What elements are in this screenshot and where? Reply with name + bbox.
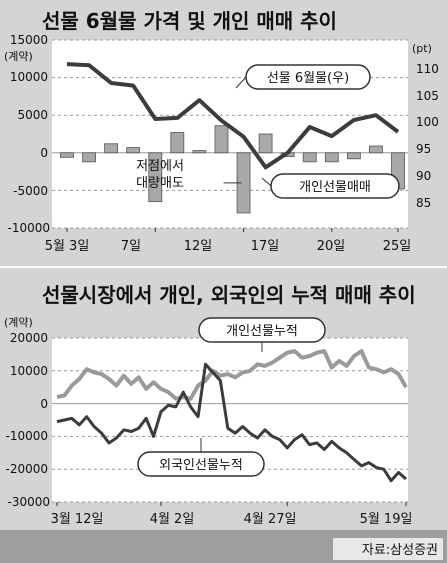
bar-individual-trade <box>148 152 163 203</box>
bar-individual-trade <box>302 152 317 163</box>
line-foreign-cumulative <box>56 362 407 483</box>
chart-1-left-unit: (계약) <box>4 49 33 63</box>
chart-1-x-tick: 7일 <box>121 239 141 254</box>
chart-1-left-tick: -10000 <box>7 221 50 235</box>
bar-individual-trade <box>258 133 273 154</box>
chart-2-x-tick: 5월 19일 <box>360 512 413 527</box>
chart-1-left-tick: 5000 <box>17 108 48 122</box>
bar-individual-trade <box>346 152 361 160</box>
annotation-text-2: 대량매도 <box>136 176 184 191</box>
chart-2-x-tick: 3월 12일 <box>51 512 104 527</box>
chart-1-x-tick: 12일 <box>184 239 213 254</box>
source-label-box <box>333 538 443 560</box>
legend-individual-trade-leader <box>261 177 272 187</box>
legend-individual-cumulative-text: 개인선물누적 <box>226 324 298 339</box>
bar-individual-trade <box>369 145 383 154</box>
source-label: 자료:삼성증권 <box>362 543 438 558</box>
annotation-text: 저점에서 <box>136 159 184 174</box>
bar-individual-trade <box>82 152 96 163</box>
line-individual-cumulative <box>56 349 408 401</box>
bar-individual-trade <box>324 152 339 163</box>
chart-2-title: 선물시장에서 개인, 외국인의 누적 매매 추이 <box>42 283 416 307</box>
bar-individual-trade <box>126 147 141 154</box>
chart-2-y-tick: 20000 <box>10 331 48 345</box>
chart-1-title: 선물 6월물 가격 및 개인 매매 추이 <box>42 9 337 33</box>
chart-2-y-tick: 0 <box>40 397 48 411</box>
chart-1-left-tick: 10000 <box>10 70 48 84</box>
chart-1-left-tick: -5000 <box>13 184 48 198</box>
chart-2-y-tick: -10000 <box>5 429 48 443</box>
chart-2-y-tick: -20000 <box>5 462 48 476</box>
chart-1-left-tick: 15000 <box>10 33 48 47</box>
chart-1-x-tick: 25일 <box>383 239 412 254</box>
bar-individual-trade <box>104 143 119 154</box>
chart-2-y-tick: -30000 <box>7 495 50 509</box>
line-futures-june <box>66 62 400 170</box>
bar-individual-trade <box>192 150 207 154</box>
legend-individual-trade-text: 개인선물매매 <box>299 180 371 195</box>
chart-2-y-tick: 10000 <box>10 364 48 378</box>
chart-1-left-tick: 0 <box>40 146 48 160</box>
legend-futures-june-leader <box>235 76 247 89</box>
chart-1-right-unit: (pt) <box>412 42 432 55</box>
chart-1-plot <box>52 39 408 232</box>
chart-1-right-tick: 110 <box>416 62 439 76</box>
chart-1-x-tick: 20일 <box>317 239 346 254</box>
chart-2-y-unit: (계약) <box>4 315 33 329</box>
chart-1-right-tick: 100 <box>416 115 439 129</box>
chart-2-plot <box>52 337 408 506</box>
legend-futures-june-text: 선물 6월물(우) <box>267 71 349 86</box>
bar-individual-trade <box>214 125 229 154</box>
legend-foreign-cumulative-text: 외국인선물누적 <box>159 458 243 473</box>
chart-1-right-tick: 95 <box>416 142 431 156</box>
chart-1-right-tick: 90 <box>416 169 431 183</box>
chart-1-right-tick: 85 <box>416 196 431 210</box>
bar-individual-trade <box>170 132 185 154</box>
bar-individual-trade <box>60 152 74 158</box>
chart-1-x-tick: 17일 <box>251 239 280 254</box>
chart-2-x-tick: 4월 27일 <box>244 512 297 527</box>
bottom-plot-area <box>52 338 408 502</box>
chart-1-x-tick: 5월 3일 <box>45 239 90 254</box>
chart-2-x-tick: 4월 2일 <box>150 512 195 527</box>
chart-1-right-tick: 105 <box>416 89 439 103</box>
